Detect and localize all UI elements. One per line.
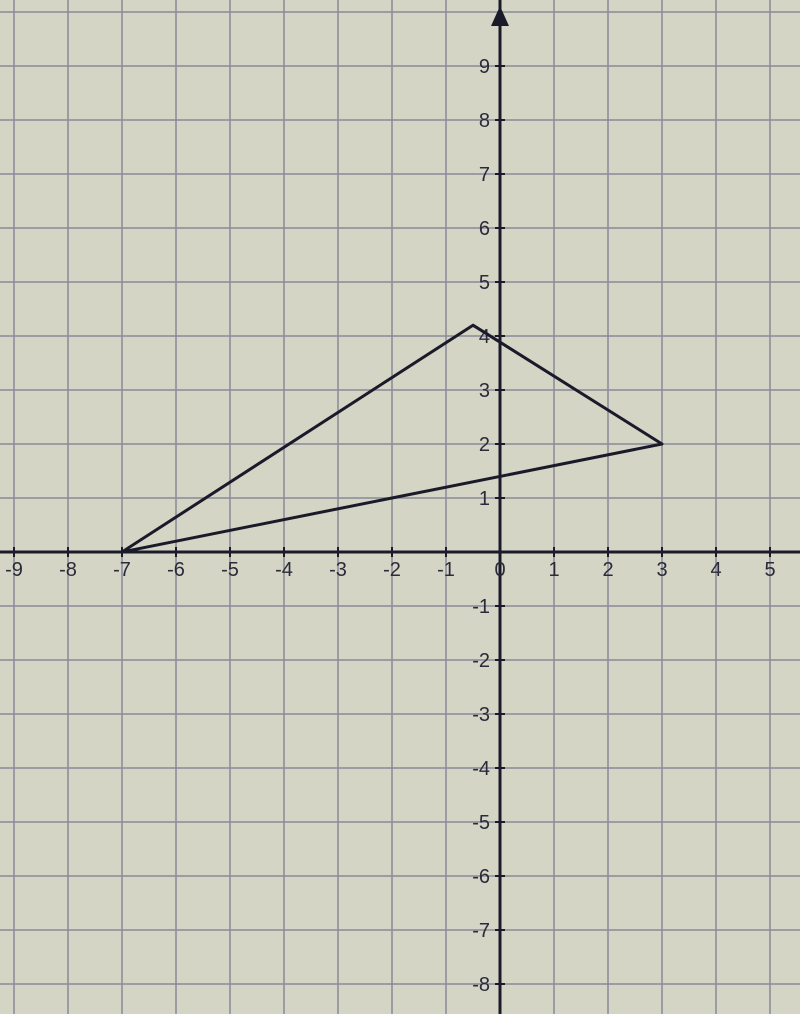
svg-text:-9: -9 xyxy=(5,559,23,581)
svg-text:7: 7 xyxy=(479,164,490,186)
svg-text:-7: -7 xyxy=(472,920,490,942)
svg-text:3: 3 xyxy=(479,380,490,402)
svg-text:-7: -7 xyxy=(113,559,131,581)
svg-text:5: 5 xyxy=(479,272,490,294)
svg-text:-5: -5 xyxy=(472,812,490,834)
svg-text:-6: -6 xyxy=(472,866,490,888)
svg-text:4: 4 xyxy=(710,559,721,581)
svg-text:-6: -6 xyxy=(167,559,185,581)
svg-text:2: 2 xyxy=(602,559,613,581)
svg-text:2: 2 xyxy=(479,434,490,456)
svg-text:1: 1 xyxy=(479,488,490,510)
svg-text:6: 6 xyxy=(479,218,490,240)
svg-text:8: 8 xyxy=(479,110,490,132)
svg-text:-8: -8 xyxy=(472,974,490,996)
svg-text:-3: -3 xyxy=(472,704,490,726)
svg-text:-4: -4 xyxy=(472,758,490,780)
svg-text:-8: -8 xyxy=(59,559,77,581)
coordinate-chart: -9-8-7-6-5-4-3-2-1012345-8-7-6-5-4-3-2-1… xyxy=(0,0,800,1014)
svg-text:-3: -3 xyxy=(329,559,347,581)
svg-text:1: 1 xyxy=(548,559,559,581)
svg-text:9: 9 xyxy=(479,56,490,78)
chart-svg: -9-8-7-6-5-4-3-2-1012345-8-7-6-5-4-3-2-1… xyxy=(0,0,800,1014)
svg-text:-2: -2 xyxy=(383,559,401,581)
svg-text:-5: -5 xyxy=(221,559,239,581)
svg-text:-1: -1 xyxy=(437,559,455,581)
svg-text:-4: -4 xyxy=(275,559,293,581)
svg-text:0: 0 xyxy=(494,559,505,581)
svg-text:5: 5 xyxy=(764,559,775,581)
svg-text:-1: -1 xyxy=(472,596,490,618)
svg-text:-2: -2 xyxy=(472,650,490,672)
svg-text:3: 3 xyxy=(656,559,667,581)
